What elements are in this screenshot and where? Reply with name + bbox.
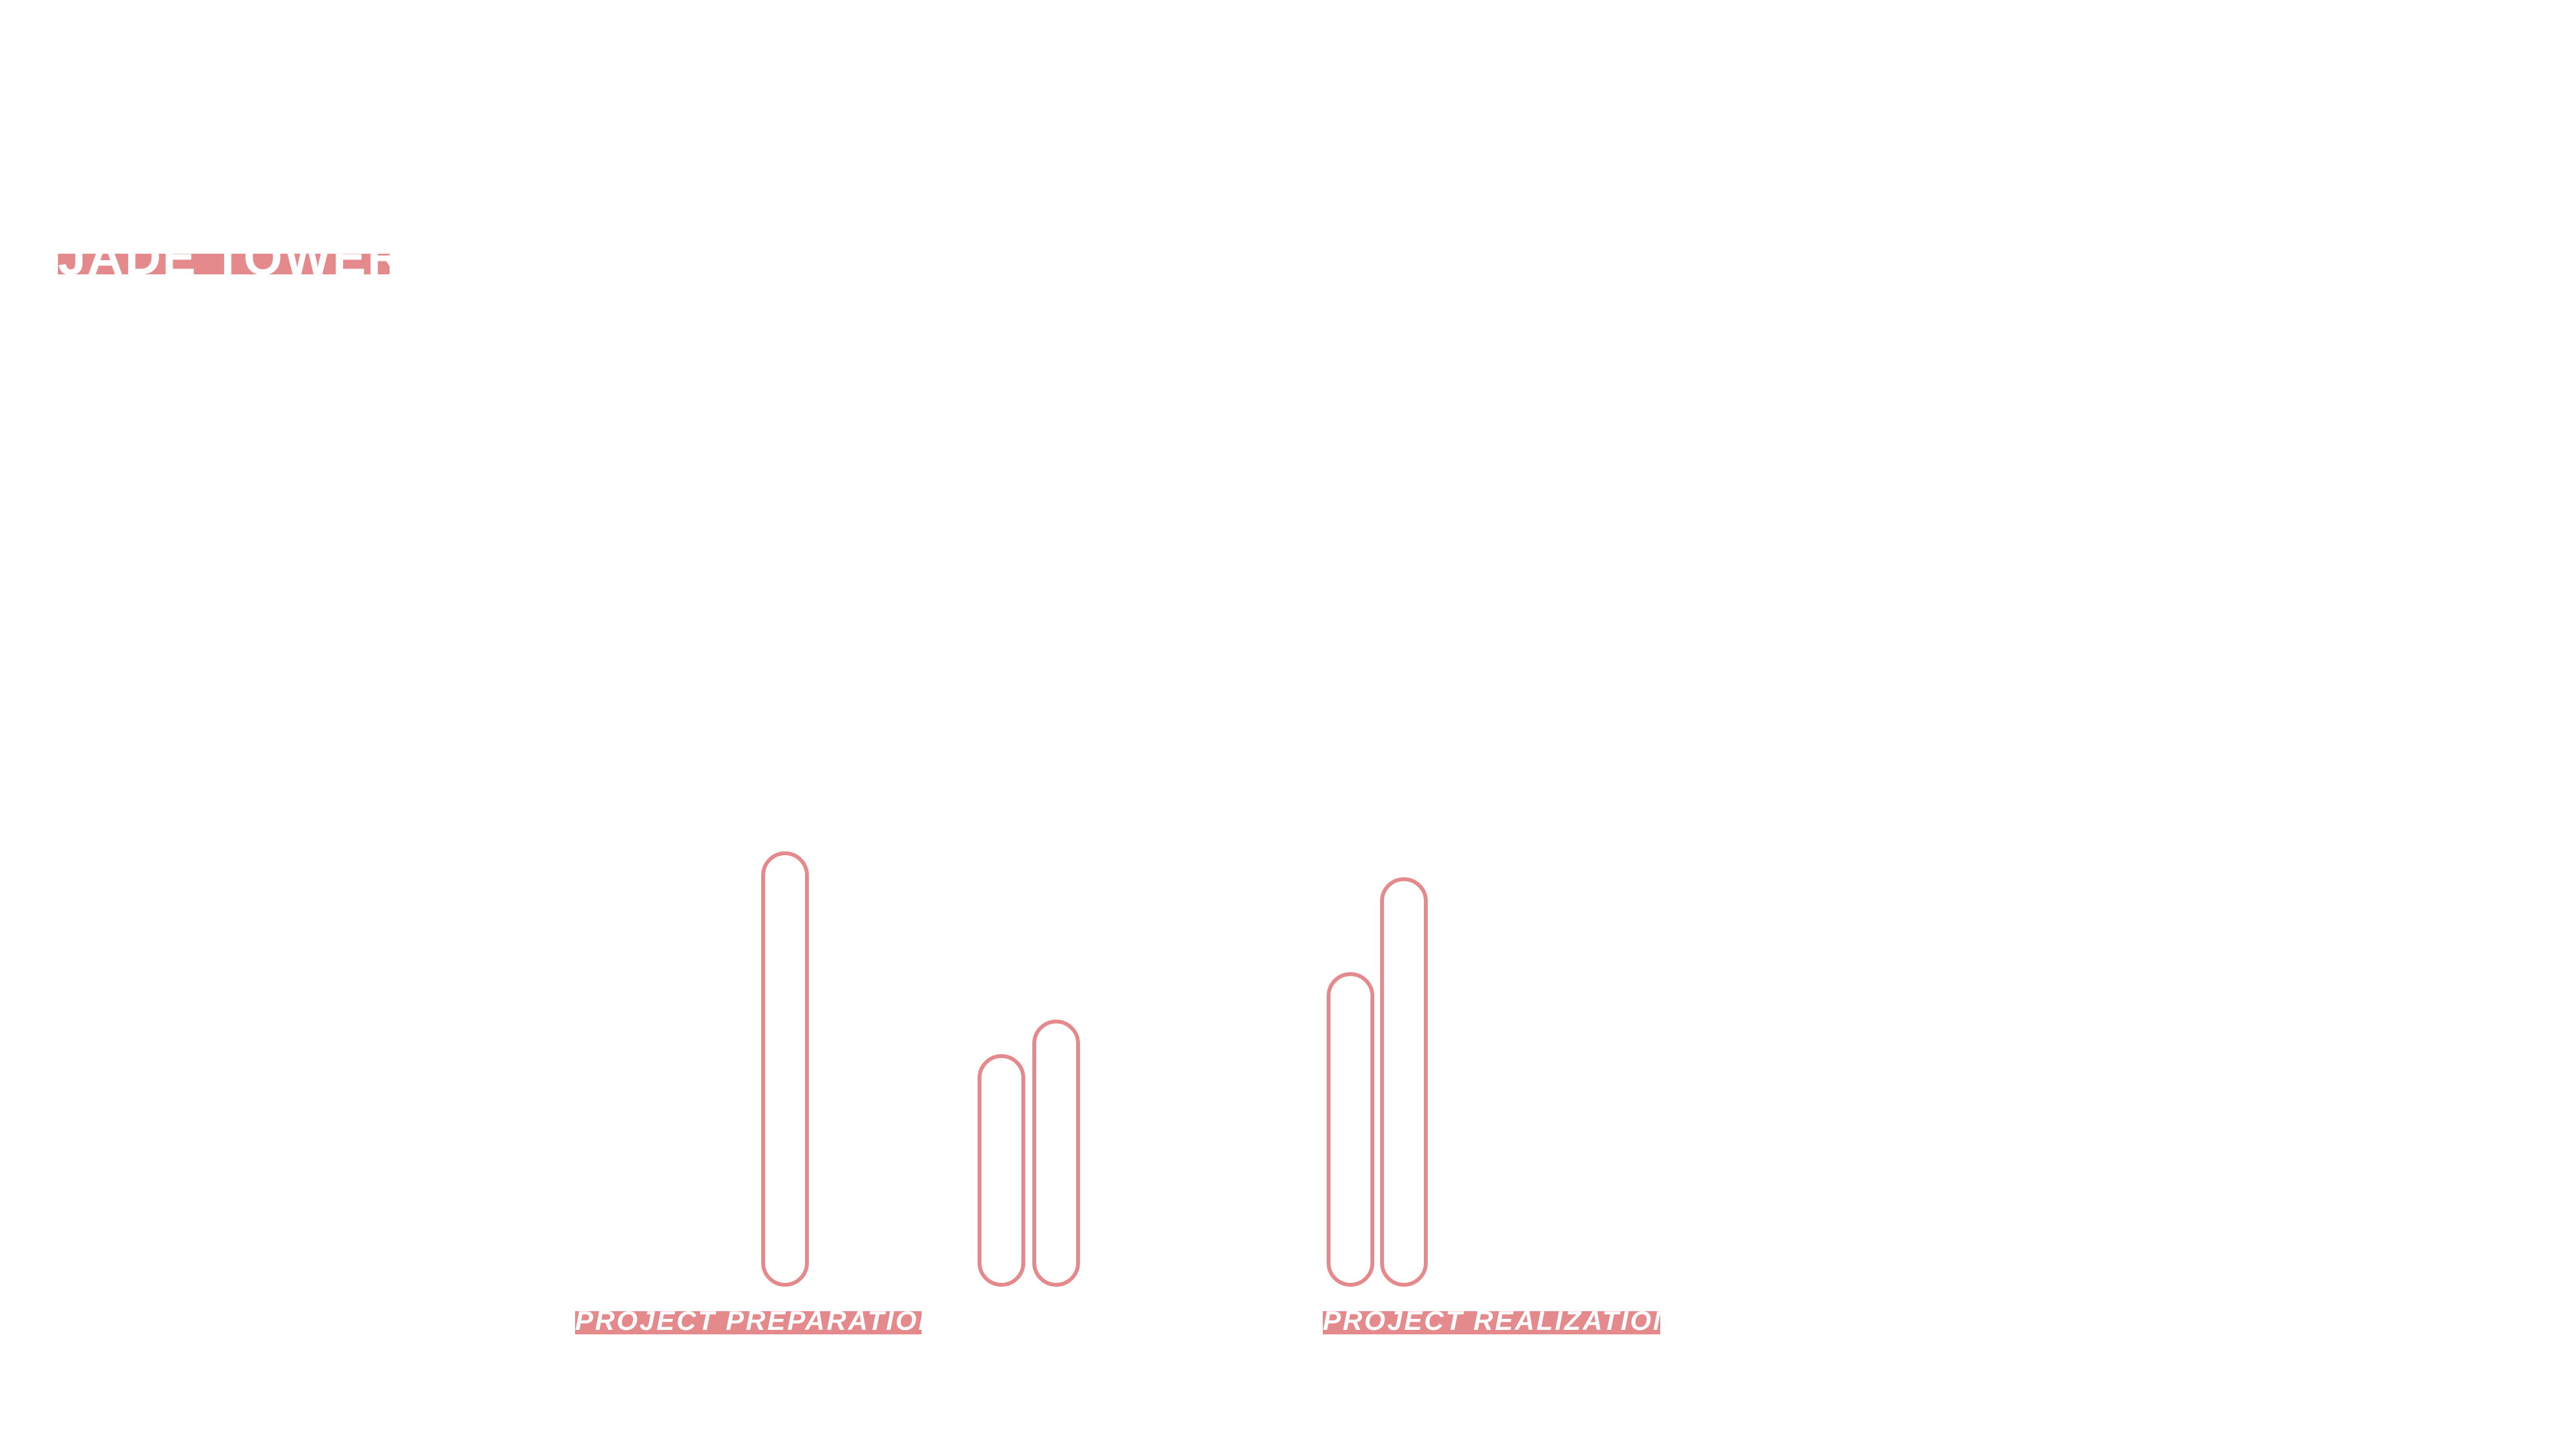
group-label-project-realization: PROJECT REALIZATION	[1323, 1311, 1660, 1334]
bar-1-3	[1032, 1019, 1080, 1287]
bar-1-1	[761, 851, 809, 1287]
bar-2-2	[1380, 877, 1428, 1287]
chart-title: JADE TOWER	[58, 254, 390, 274]
group-label-text: PROJECT REALIZATION	[1323, 1311, 1660, 1334]
group-label-text: PROJECT PREPARATION	[575, 1311, 922, 1334]
bar-1-2	[978, 1054, 1025, 1287]
group-label-project-preparation: PROJECT PREPARATION	[575, 1311, 922, 1334]
bar-2-1	[1327, 972, 1374, 1287]
title-banner: JADE TOWER	[58, 254, 390, 274]
